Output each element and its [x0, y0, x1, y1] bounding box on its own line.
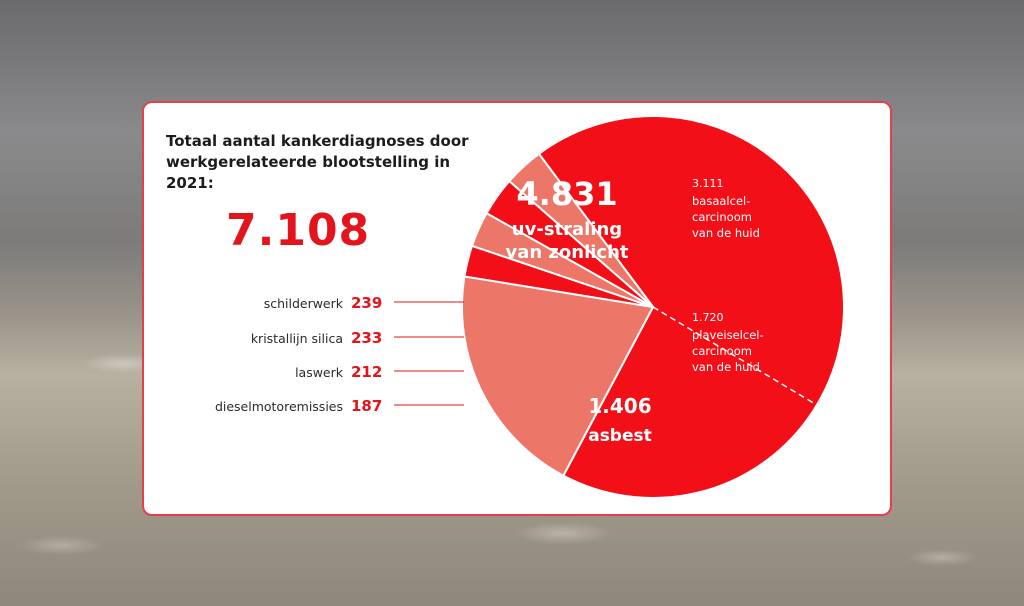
data-label-value: 3.111 — [692, 177, 724, 190]
legend-item: schilderwerk 239 — [264, 293, 385, 313]
infographic-card: Totaal aantal kankerdiagnoses door werkg… — [142, 101, 892, 516]
subslice-divider — [652, 306, 818, 406]
legend-value: 239 — [351, 294, 383, 312]
data-label-value: 4.831 — [516, 175, 617, 213]
data-label-name: carcinoom — [692, 344, 752, 358]
data-label-name: plaveiselcel- — [692, 328, 764, 342]
legend-label: dieselmotoremissies — [214, 398, 343, 414]
data-label-name: van de huid — [692, 360, 760, 374]
data-label-name: carcinoom — [692, 210, 752, 224]
data-label-value: 1.720 — [692, 311, 724, 324]
pie-slice — [461, 275, 655, 477]
data-label-name: van zonlicht — [505, 242, 628, 263]
data-label-name: asbest — [588, 426, 652, 446]
data-label-name: van de huid — [692, 226, 760, 240]
pie-slice — [537, 115, 845, 499]
pie-slice — [507, 152, 654, 308]
legend-label: laswerk — [295, 364, 343, 380]
data-label-value: 1.406 — [588, 394, 651, 418]
legend-value: 212 — [351, 363, 383, 381]
total-value: 7.108 — [226, 205, 371, 256]
legend-label: kristallijn silica — [250, 330, 343, 346]
legend-value: 187 — [351, 397, 383, 415]
legend-label: schilderwerk — [263, 295, 343, 311]
legend-item: kristallijn silica 233 — [251, 328, 385, 348]
chart-title: Totaal aantal kankerdiagnoses door werkg… — [166, 132, 469, 192]
legend-item: dieselmotoremissies 187 — [215, 396, 385, 416]
data-label-name: basaalcel- — [692, 194, 750, 208]
legend-value: 233 — [351, 329, 383, 347]
legend-item: laswerk 212 — [295, 362, 385, 382]
data-label-name: uv-straling — [512, 219, 622, 240]
